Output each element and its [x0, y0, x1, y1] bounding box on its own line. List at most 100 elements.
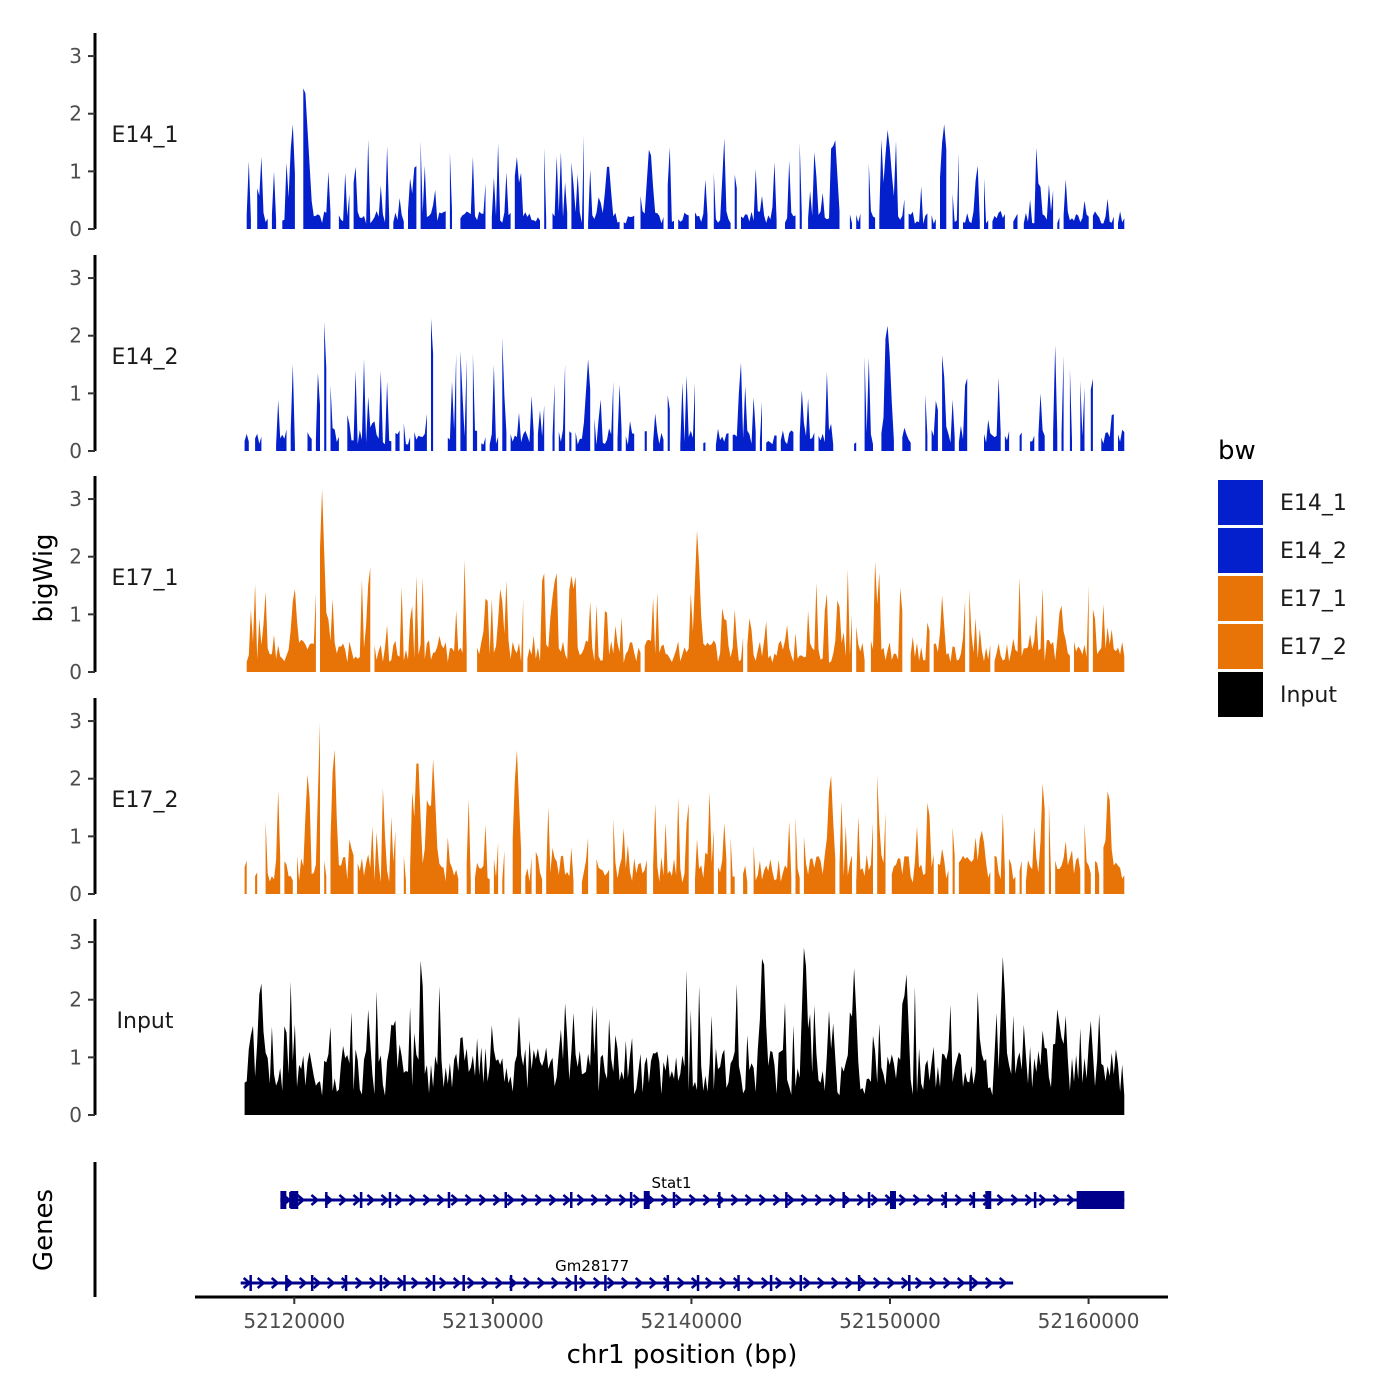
- coverage-area: [588, 166, 620, 229]
- track-label: E14_2: [112, 345, 179, 370]
- coverage-area: [512, 749, 522, 894]
- exon-block: [985, 1191, 992, 1209]
- x-tick-label: 52140000: [641, 1309, 743, 1333]
- track-E17_1: 0 1 2 3 E17_1: [69, 476, 1125, 684]
- strand-arrow: [898, 1194, 908, 1206]
- coverage-area: [902, 427, 911, 451]
- coverage-area: [799, 143, 802, 229]
- strand-arrow: [590, 1194, 600, 1206]
- strand-arrow: [674, 1194, 684, 1206]
- coverage-area: [623, 215, 635, 229]
- coverage-area: [743, 865, 748, 894]
- strand-arrow: [338, 1194, 348, 1206]
- strand-arrow: [1010, 1194, 1020, 1206]
- strand-arrow: [814, 1194, 824, 1206]
- coverage-area: [297, 722, 320, 894]
- legend-swatch-E14_2: [1218, 528, 1263, 573]
- coverage-area: [525, 857, 532, 894]
- coverage-area: [1057, 217, 1060, 229]
- strand-arrow: [660, 1194, 670, 1206]
- coverage-area: [403, 856, 406, 894]
- strand-arrow: [984, 1277, 994, 1289]
- coverage-area: [489, 365, 499, 451]
- legend-swatch-E14_1: [1218, 480, 1263, 525]
- coverage-area: [803, 775, 836, 894]
- strand-arrow: [956, 1277, 966, 1289]
- coverage-area: [244, 947, 1125, 1115]
- coverage-area: [856, 213, 861, 229]
- strand-arrow: [578, 1277, 588, 1289]
- coverage-area: [472, 353, 478, 451]
- coverage-area: [994, 812, 1005, 894]
- coverage-area: [353, 139, 390, 229]
- strand-arrow: [954, 1194, 964, 1206]
- y-tick-label: 3: [69, 709, 82, 733]
- strand-arrow: [394, 1194, 404, 1206]
- strand-arrow: [998, 1277, 1008, 1289]
- y-tick-label: 3: [69, 487, 82, 511]
- strand-arrow: [438, 1277, 448, 1289]
- coverage-area: [780, 430, 794, 451]
- exon-block: [890, 1191, 896, 1209]
- coverage-area: [491, 143, 511, 229]
- coverage-area: [741, 162, 777, 229]
- coverage-area: [984, 178, 989, 229]
- coverage-tracks: 0 1 2 3 E14_1 0 1 2 3 E14_2 0 1 2 3 E17_1 0 1 2 3 E17_2 0 1 2 3…: [69, 33, 1125, 1127]
- coverage-area: [1030, 435, 1035, 451]
- strand-arrow: [786, 1194, 796, 1206]
- coverage-area: [290, 364, 295, 451]
- y-tick-label: 1: [69, 381, 82, 405]
- coverage-area: [891, 803, 934, 894]
- coverage-area: [653, 797, 689, 894]
- coverage-area: [581, 837, 589, 894]
- coverage-area: [1103, 791, 1125, 894]
- coverage-area: [1074, 585, 1089, 672]
- strand-arrow: [298, 1277, 308, 1289]
- coverage-area: [734, 174, 737, 229]
- coverage-area: [255, 433, 262, 451]
- strand-arrow: [704, 1277, 714, 1289]
- coverage-area: [963, 165, 980, 229]
- coverage-area: [1061, 355, 1064, 451]
- strand-arrow: [802, 1277, 812, 1289]
- coverage-area: [347, 358, 392, 451]
- coverage-area: [276, 400, 287, 451]
- coverage-area: [420, 140, 446, 229]
- strand-arrow: [478, 1194, 488, 1206]
- coverage-area: [1090, 378, 1093, 451]
- coverage-area: [282, 124, 295, 229]
- y-axis-title: bigWig: [29, 533, 59, 622]
- coverage-area: [395, 430, 400, 451]
- track-label: E14_1: [112, 123, 179, 148]
- coverage-area: [856, 626, 865, 672]
- coverage-area: [759, 401, 762, 451]
- gene-label: Stat1: [652, 1174, 692, 1192]
- x-tick-label: 52130000: [442, 1309, 544, 1333]
- strand-arrow: [940, 1194, 950, 1206]
- coverage-area: [942, 355, 955, 451]
- coverage-area: [1092, 604, 1125, 672]
- coverage-area: [502, 337, 507, 451]
- strand-arrow: [464, 1194, 474, 1206]
- coverage-area: [414, 413, 427, 451]
- coverage-area: [1084, 823, 1091, 894]
- strand-arrow: [912, 1194, 922, 1206]
- coverage-area: [1069, 368, 1072, 451]
- coverage-area: [910, 622, 930, 672]
- strand-arrow: [604, 1194, 614, 1206]
- strand-arrow: [746, 1277, 756, 1289]
- coverage-area: [510, 395, 534, 451]
- y-tick-label: 3: [69, 44, 82, 68]
- strand-arrow: [354, 1277, 364, 1289]
- strand-arrow: [284, 1277, 294, 1289]
- coverage-area: [747, 569, 852, 672]
- coverage-area: [667, 395, 670, 451]
- coverage-area: [481, 437, 486, 451]
- y-tick-label: 0: [69, 882, 82, 906]
- coverage-area: [617, 384, 622, 451]
- y-tick-label: 2: [69, 767, 82, 791]
- strand-arrow: [634, 1277, 644, 1289]
- coverage-area: [992, 211, 1005, 229]
- strand-arrow: [618, 1194, 628, 1206]
- coverage-area: [552, 383, 555, 451]
